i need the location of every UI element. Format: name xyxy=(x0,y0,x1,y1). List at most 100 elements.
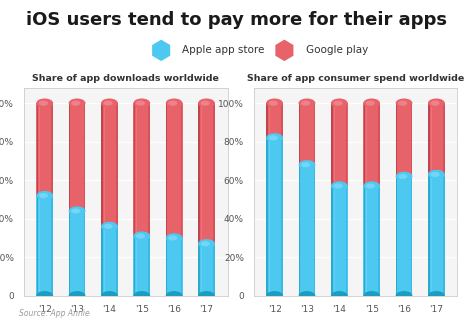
Bar xyxy=(36,196,53,296)
Ellipse shape xyxy=(101,291,118,300)
Bar xyxy=(281,138,283,296)
Bar xyxy=(213,103,215,244)
Ellipse shape xyxy=(430,100,440,106)
Ellipse shape xyxy=(101,98,118,108)
Text: Google play: Google play xyxy=(306,46,368,55)
Bar xyxy=(396,103,412,176)
Bar xyxy=(181,103,182,238)
Bar xyxy=(331,186,333,296)
Ellipse shape xyxy=(396,98,412,108)
Ellipse shape xyxy=(198,239,215,248)
Bar xyxy=(301,165,302,296)
Ellipse shape xyxy=(36,98,53,108)
Ellipse shape xyxy=(331,291,348,300)
Bar xyxy=(169,238,170,296)
Ellipse shape xyxy=(71,208,81,214)
Bar xyxy=(331,186,348,296)
Ellipse shape xyxy=(166,98,182,108)
Ellipse shape xyxy=(168,235,177,240)
Ellipse shape xyxy=(428,170,445,179)
Bar xyxy=(72,103,73,211)
Bar xyxy=(410,103,412,176)
Bar xyxy=(133,236,150,296)
Bar xyxy=(396,103,397,176)
Bar xyxy=(346,103,347,186)
Ellipse shape xyxy=(266,291,283,300)
Bar xyxy=(101,103,118,227)
Bar xyxy=(201,244,202,296)
Bar xyxy=(314,165,315,296)
Bar xyxy=(396,176,397,296)
Ellipse shape xyxy=(36,191,53,200)
Ellipse shape xyxy=(166,233,182,243)
Bar xyxy=(169,103,170,238)
Bar xyxy=(39,196,40,296)
Ellipse shape xyxy=(331,181,348,191)
Ellipse shape xyxy=(103,100,113,106)
Ellipse shape xyxy=(363,291,380,300)
Bar xyxy=(51,196,53,296)
Bar xyxy=(101,227,103,296)
Ellipse shape xyxy=(69,206,85,216)
Bar xyxy=(36,103,38,196)
Bar xyxy=(299,165,315,296)
Bar xyxy=(198,244,200,296)
Bar xyxy=(69,103,71,211)
Bar xyxy=(363,186,380,296)
Ellipse shape xyxy=(101,222,118,231)
Bar xyxy=(266,138,268,296)
Ellipse shape xyxy=(428,291,445,300)
Bar xyxy=(281,103,283,138)
Bar xyxy=(334,103,335,186)
Bar xyxy=(299,103,315,165)
Bar xyxy=(363,103,380,186)
Bar xyxy=(331,103,333,186)
Ellipse shape xyxy=(166,291,182,300)
Ellipse shape xyxy=(331,98,348,108)
Bar xyxy=(399,103,400,176)
Bar xyxy=(396,176,412,296)
Ellipse shape xyxy=(133,231,150,241)
Bar xyxy=(198,103,215,244)
Bar xyxy=(181,238,182,296)
Bar xyxy=(301,103,302,165)
Ellipse shape xyxy=(396,172,412,181)
Ellipse shape xyxy=(198,291,215,300)
Bar xyxy=(366,103,367,186)
Bar xyxy=(364,186,365,296)
Ellipse shape xyxy=(69,291,85,300)
Bar xyxy=(148,236,150,296)
Bar xyxy=(428,175,445,296)
Bar xyxy=(198,103,200,244)
Bar xyxy=(364,103,365,186)
Bar xyxy=(266,103,283,138)
Bar xyxy=(269,138,270,296)
Text: Apple app store: Apple app store xyxy=(182,46,265,55)
Bar xyxy=(428,103,445,175)
Bar xyxy=(213,244,215,296)
Ellipse shape xyxy=(269,135,278,140)
Ellipse shape xyxy=(71,100,81,106)
Bar xyxy=(166,103,182,238)
Bar xyxy=(443,175,445,296)
Ellipse shape xyxy=(69,98,85,108)
Bar xyxy=(346,186,347,296)
Ellipse shape xyxy=(301,162,310,167)
Ellipse shape xyxy=(301,100,310,106)
Ellipse shape xyxy=(430,172,440,177)
Bar xyxy=(428,175,430,296)
Ellipse shape xyxy=(366,183,375,188)
Ellipse shape xyxy=(398,174,407,179)
Bar xyxy=(39,103,40,196)
Bar xyxy=(166,238,182,296)
Ellipse shape xyxy=(396,291,412,300)
Bar xyxy=(36,103,53,196)
Ellipse shape xyxy=(266,133,283,142)
Ellipse shape xyxy=(201,241,210,246)
Bar xyxy=(266,138,283,296)
Text: Source: App Annie: Source: App Annie xyxy=(19,309,90,318)
Bar xyxy=(101,103,103,227)
Bar xyxy=(331,103,348,186)
Bar xyxy=(428,103,430,175)
Bar xyxy=(69,103,85,211)
